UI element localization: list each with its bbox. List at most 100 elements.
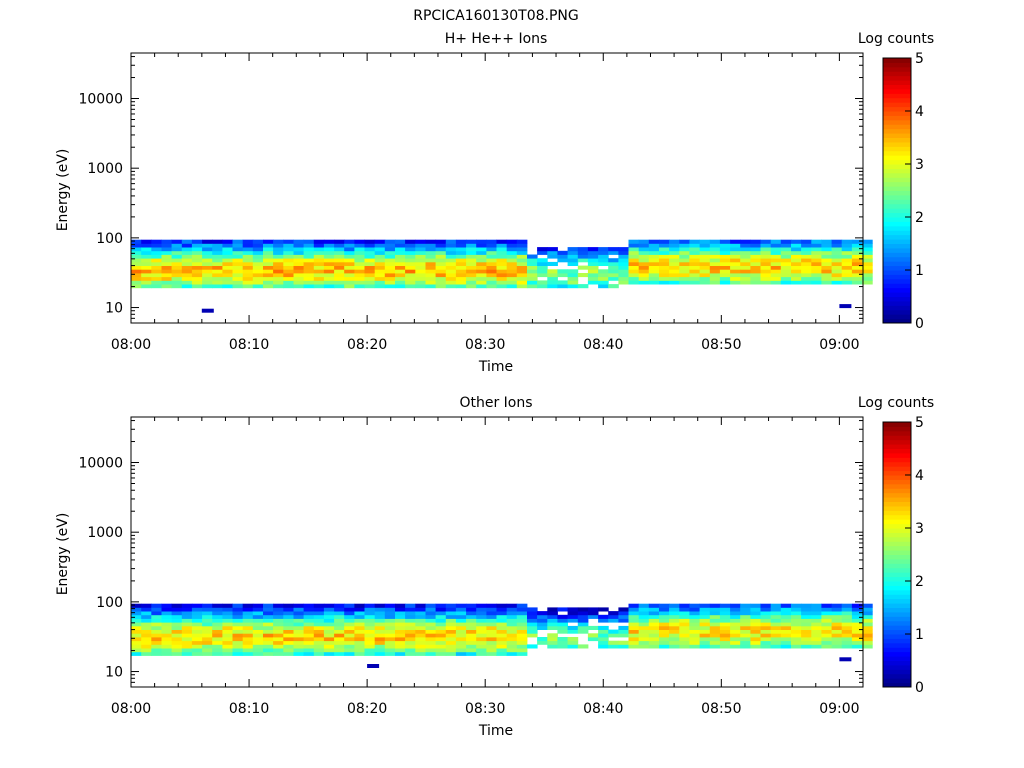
spectrogram-cell bbox=[364, 603, 376, 608]
spectrogram-cell bbox=[689, 625, 700, 630]
spectrogram-cell bbox=[151, 625, 162, 630]
spectrogram-cell bbox=[730, 258, 741, 263]
spectrogram-cell bbox=[151, 603, 162, 608]
spectrogram-cell bbox=[557, 629, 568, 634]
spectrogram-cell bbox=[791, 254, 802, 259]
spectrogram-cell bbox=[323, 239, 335, 244]
spectrogram-cell bbox=[374, 284, 386, 289]
spectrogram-cell bbox=[405, 276, 416, 281]
colorbar-segment bbox=[883, 439, 911, 445]
spectrogram-cell bbox=[344, 250, 355, 255]
spectrogram-cell bbox=[323, 618, 335, 623]
spectrogram-cell bbox=[557, 644, 568, 649]
spectrogram-cell bbox=[719, 250, 731, 255]
spectrogram-cell bbox=[709, 629, 721, 634]
spectrogram-cell bbox=[659, 640, 670, 645]
spectrogram-cell bbox=[689, 611, 700, 616]
spectrogram-cell bbox=[395, 269, 406, 274]
spectrogram-cell bbox=[283, 644, 294, 649]
spectrogram-cell bbox=[263, 247, 274, 252]
spectrogram-cell bbox=[466, 614, 477, 619]
spectrogram-cell bbox=[151, 629, 162, 634]
spectrogram-cell bbox=[577, 284, 589, 289]
spectrogram-cell bbox=[141, 625, 152, 630]
spectrogram-cell bbox=[841, 633, 853, 638]
spectrogram-cell bbox=[466, 603, 477, 608]
spectrogram-cell bbox=[334, 603, 345, 608]
colorbar-segment bbox=[883, 300, 911, 306]
spectrogram-cell bbox=[202, 625, 213, 630]
spectrogram-cell bbox=[395, 640, 406, 645]
spectrogram-cell bbox=[242, 618, 254, 623]
spectrogram-cell bbox=[313, 243, 325, 248]
spectrogram-cell bbox=[760, 269, 772, 274]
spectrogram-cell bbox=[466, 261, 477, 266]
spectrogram-cell bbox=[435, 611, 447, 616]
spectrogram-cell bbox=[760, 265, 772, 270]
spectrogram-cell bbox=[659, 265, 670, 270]
spectrogram-cell bbox=[862, 640, 873, 645]
spectrogram-cell bbox=[171, 243, 183, 248]
spectrogram-cell bbox=[476, 622, 487, 627]
spectrogram-cell bbox=[476, 603, 487, 608]
spectrogram-cell bbox=[841, 607, 853, 612]
spectrogram-cell bbox=[628, 637, 640, 642]
spectrogram-cell bbox=[191, 607, 203, 612]
spectrogram-cell bbox=[791, 273, 802, 278]
spectrogram-cell bbox=[862, 261, 873, 266]
y-tick-label: 1000 bbox=[87, 525, 123, 541]
spectrogram-cell bbox=[171, 265, 183, 270]
spectrogram-cell bbox=[273, 651, 284, 656]
spectrogram-cell bbox=[750, 611, 761, 616]
spectrogram-cell bbox=[344, 265, 355, 270]
spectrogram-cell bbox=[263, 644, 274, 649]
spectrogram-cell bbox=[364, 273, 376, 278]
spectrogram-cell bbox=[181, 622, 193, 627]
spectrogram-cell bbox=[141, 611, 152, 616]
spectrogram-cell bbox=[354, 651, 365, 656]
spectrogram-cell bbox=[425, 637, 437, 642]
spectrogram-cell bbox=[659, 644, 670, 649]
spectrogram-cell bbox=[293, 651, 305, 656]
spectrogram-cell bbox=[131, 611, 142, 616]
spectrogram-cell bbox=[557, 637, 568, 642]
spectrogram-cell bbox=[841, 250, 853, 255]
spectrogram-cell bbox=[395, 258, 406, 263]
spectrogram-cell bbox=[780, 247, 792, 252]
spectrogram-cell bbox=[476, 644, 487, 649]
spectrogram-cell bbox=[435, 614, 447, 619]
spectrogram-cell bbox=[770, 243, 782, 248]
spectrogram-cell bbox=[283, 247, 294, 252]
spectrogram-cell bbox=[699, 280, 711, 285]
spectrogram-cell bbox=[496, 644, 508, 649]
spectrogram-cell bbox=[151, 611, 162, 616]
spectrogram-cell bbox=[669, 614, 680, 619]
spectrogram-cell bbox=[486, 607, 497, 612]
spectrogram-cell bbox=[151, 258, 162, 263]
spectrogram-cell bbox=[831, 611, 843, 616]
spectrogram-cell bbox=[384, 265, 396, 270]
spectrogram-cell bbox=[516, 280, 528, 285]
colorbar-segment bbox=[883, 225, 911, 231]
spectrogram-cell bbox=[232, 276, 244, 281]
spectrogram-cell bbox=[344, 629, 355, 634]
spectrogram-cell bbox=[374, 247, 386, 252]
spectrogram-cell bbox=[273, 603, 284, 608]
spectrogram-cell bbox=[496, 254, 508, 259]
colorbar-segment bbox=[883, 128, 911, 134]
spectrogram-cell bbox=[455, 622, 467, 627]
spectrogram-cell bbox=[740, 603, 751, 608]
spectrogram-cell bbox=[516, 247, 528, 252]
spectrogram-cell bbox=[719, 614, 731, 619]
spectrogram-cell bbox=[567, 247, 579, 252]
spectrogram-cell bbox=[862, 633, 873, 638]
spectrogram-cell bbox=[628, 261, 640, 266]
spectrogram-cell bbox=[181, 269, 193, 274]
spectrogram-cell bbox=[131, 261, 142, 266]
spectrogram-cell bbox=[263, 250, 274, 255]
spectrogram-cell bbox=[405, 603, 416, 608]
spectrogram-cell bbox=[648, 250, 660, 255]
spectrogram-cell bbox=[750, 254, 761, 259]
colorbar-segment bbox=[883, 554, 911, 560]
spectrogram-cell bbox=[486, 648, 497, 653]
